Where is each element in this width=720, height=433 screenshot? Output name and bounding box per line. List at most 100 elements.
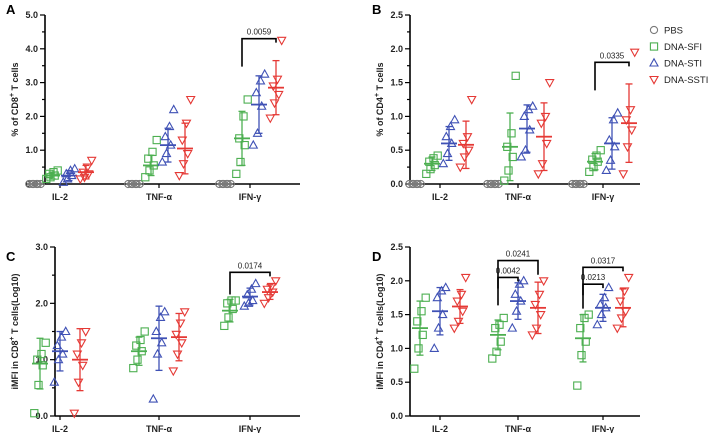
data-point: [463, 146, 474, 156]
legend-label: PBS: [664, 26, 683, 37]
data-point: [603, 282, 614, 292]
panel-a: A0.01.02.03.04.05.0% of CD8+ T cellsIL-2…: [6, 2, 300, 202]
data-point: [174, 172, 185, 181]
data-point: [530, 300, 541, 310]
data-point: [533, 170, 544, 180]
data-point: [417, 307, 426, 316]
x-category-label: IFN-γ: [239, 424, 262, 433]
data-point: [242, 289, 253, 299]
data-point: [273, 90, 284, 100]
data-point: [82, 163, 93, 173]
y-tick-label: 0.0: [35, 411, 48, 421]
y-tick-label: 4.0: [25, 44, 38, 54]
p-value-label: 0.0241: [506, 250, 531, 259]
p-value-label: 0.0213: [581, 273, 606, 282]
significance-bracket: [594, 61, 630, 91]
data-point: [432, 292, 443, 302]
data-point: [615, 297, 626, 307]
data-point: [429, 343, 440, 352]
data-point: [265, 114, 276, 124]
data-point: [252, 127, 263, 137]
data-point: [459, 153, 470, 163]
data-point: [500, 176, 509, 185]
data-point: [413, 317, 422, 326]
y-tick-label: 2.5: [390, 242, 403, 252]
series-dna-ssti: [69, 277, 281, 419]
data-point: [536, 119, 547, 129]
data-point: [246, 283, 257, 293]
p-value-label: 0.0174: [238, 261, 263, 270]
significance-bracket: [229, 271, 271, 295]
data-point: [251, 87, 262, 97]
data-point: [34, 380, 43, 390]
data-point: [248, 139, 259, 149]
data-point: [507, 322, 518, 332]
data-point: [599, 292, 610, 302]
data-point: [511, 71, 520, 80]
data-point: [30, 409, 39, 418]
x-category-label: IL-2: [432, 192, 448, 202]
series-pbs: [25, 179, 235, 189]
x-category-label: IL-2: [52, 424, 68, 433]
data-point: [270, 277, 281, 287]
y-tick-label: 1.0: [390, 111, 403, 121]
y-axis-label: % of CD8+ T cells: [9, 62, 20, 136]
panels: A 0.0 1.0 2.0 3.0 4.0 5.0 % of CD8+ T cells IL-2…: [6, 2, 640, 433]
data-point: [145, 166, 154, 175]
p-value-label: 0.0317: [591, 256, 616, 265]
data-point: [155, 312, 166, 321]
panel-letter: D: [372, 249, 381, 264]
legend-item: DNA-SFI: [649, 42, 702, 53]
data-point: [272, 75, 283, 85]
significance-bracket: [582, 266, 624, 296]
data-point: [259, 299, 270, 309]
data-point: [179, 308, 190, 318]
data-point: [508, 152, 517, 162]
data-point: [76, 339, 87, 349]
data-point: [453, 317, 464, 327]
data-point: [540, 112, 551, 122]
data-point: [132, 341, 141, 350]
x-category-label: TNF-α: [146, 424, 172, 433]
data-point: [605, 155, 616, 164]
data-point: [445, 121, 456, 131]
x-category-label: IL-2: [432, 424, 448, 433]
series-dna-sfi: [410, 293, 593, 390]
data-point: [232, 169, 241, 179]
legend-marker: [649, 57, 659, 67]
data-point: [268, 82, 279, 92]
data-point: [185, 95, 196, 105]
data-point: [250, 278, 261, 288]
y-axis-label: iMFI in CD8+ T cells(Log10): [9, 273, 20, 389]
data-point: [45, 169, 54, 179]
data-point: [625, 106, 636, 115]
data-point: [148, 147, 157, 157]
data-point: [488, 354, 497, 363]
data-point: [495, 320, 504, 329]
significance-bracket: [497, 276, 519, 306]
data-point: [65, 165, 76, 175]
legend-marker: [649, 42, 659, 51]
data-point: [520, 144, 531, 154]
data-point: [573, 381, 582, 390]
data-point: [269, 99, 280, 109]
data-point: [236, 157, 245, 167]
data-point: [619, 287, 630, 297]
data-point: [519, 111, 530, 120]
y-tick-label: 1.0: [390, 343, 403, 353]
data-point: [618, 170, 629, 180]
data-point: [240, 140, 249, 150]
significance-bracket: [241, 37, 277, 67]
x-category-label: IFN-γ: [239, 192, 262, 202]
data-point: [449, 114, 460, 124]
panel-letter: B: [372, 2, 381, 17]
series-dna-sti: [49, 278, 261, 403]
data-point: [612, 324, 623, 334]
data-point: [263, 294, 274, 304]
data-point: [161, 148, 172, 158]
significance-bracket: [497, 259, 539, 289]
y-tick-label: 1.5: [390, 78, 403, 88]
data-point: [576, 323, 585, 333]
data-point: [152, 135, 161, 145]
y-tick-label: 2.0: [25, 111, 38, 121]
